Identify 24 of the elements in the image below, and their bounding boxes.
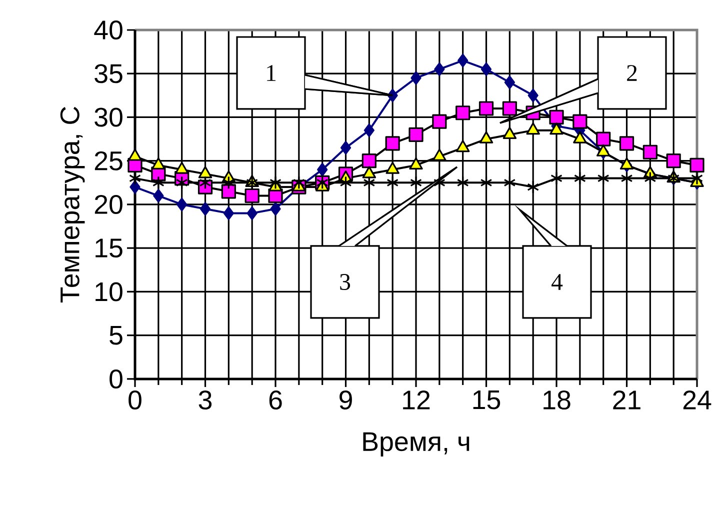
y-tick-label: 35 (94, 64, 122, 84)
y-tick-label: 5 (110, 326, 122, 345)
x-tick-label: 0 (128, 390, 142, 410)
annotation: 1 (267, 65, 276, 81)
x-tick-label: 9 (340, 390, 352, 410)
x-tick-label: 12 (403, 390, 430, 410)
y-tick-label: 10 (96, 282, 122, 302)
y-tick-label: 40 (94, 20, 122, 40)
x-tick-label: 18 (544, 390, 570, 410)
y-tick-label: 0 (110, 369, 122, 389)
y-tick-label: 25 (94, 151, 122, 170)
y-tick-label: 20 (94, 194, 122, 214)
y-tick-label: 30 (94, 108, 122, 127)
annotation: 4 (551, 274, 563, 290)
x-tick-label: 21 (613, 390, 640, 410)
x-tick-label: 15 (473, 390, 500, 410)
x-tick-label: 3 (198, 390, 212, 410)
x-tick-label: 6 (269, 390, 282, 410)
annotation: 2 (627, 65, 637, 81)
annotation: 3 (340, 274, 350, 290)
y-tick-label: 15 (96, 238, 122, 258)
y-axis-title: Температура, С (60, 106, 85, 303)
x-axis-title: Время, ч (363, 432, 470, 456)
x-tick-label: 24 (683, 390, 712, 410)
